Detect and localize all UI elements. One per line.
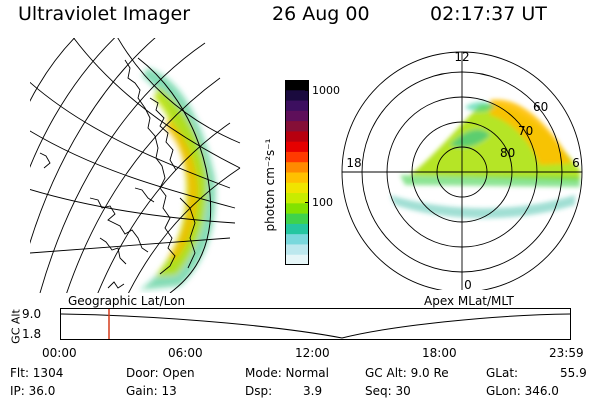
polar-grid <box>341 51 583 290</box>
colorbar-segment <box>285 193 309 204</box>
timeline-x-label-0600: 06:00 <box>168 346 203 360</box>
lat-label-80: 80 <box>500 146 515 160</box>
polar-plot: 12 18 6 0 60 70 80 <box>341 50 583 290</box>
colorbar-segment <box>285 182 309 194</box>
colorbar-segment <box>285 172 309 184</box>
colorbar-segment <box>285 213 309 225</box>
colorbar-segment <box>285 110 309 122</box>
colorbar-tick-1000 <box>305 90 309 91</box>
ip-value: IP: 36.0 <box>10 384 56 398</box>
polar-aurora <box>390 99 580 219</box>
colorbar-label-100: 100 <box>312 196 333 209</box>
mode-value: Mode: Normal <box>245 366 329 380</box>
colorbar <box>285 80 309 265</box>
colorbar-unit-label: photon cm⁻²s⁻¹ <box>263 138 277 232</box>
dsp-value: 3.9 <box>303 384 323 398</box>
timeline-y-label-low: 1.8 <box>22 327 42 341</box>
colorbar-segment <box>285 80 309 91</box>
gain-value: Gain: 13 <box>126 384 177 398</box>
timeline-x-label-1800: 18:00 <box>422 346 457 360</box>
geographic-map <box>30 38 241 293</box>
colorbar-segment <box>285 151 309 163</box>
instrument-title: Ultraviolet Imager <box>18 3 191 25</box>
colorbar-segment <box>285 234 309 245</box>
longitude-grid <box>30 38 241 254</box>
colorbar-segment <box>285 254 309 265</box>
glat-value: 55.9 <box>560 366 587 380</box>
timeline-x-label-2359: 23:59 <box>549 346 584 360</box>
globe-limb <box>137 57 212 293</box>
altitude-curve <box>60 313 571 339</box>
timeline-axis-title: GC Alt <box>9 309 23 344</box>
colorbar-segment <box>285 100 309 112</box>
colorbar-segment <box>285 244 309 256</box>
colorbar-tick-100 <box>305 202 309 203</box>
altitude-timeline <box>60 308 571 340</box>
geographic-caption: Geographic Lat/Lon <box>68 294 186 308</box>
colorbar-segment <box>285 90 309 102</box>
mlt-label-6: 6 <box>572 156 580 170</box>
coastlines <box>39 59 196 289</box>
colorbar-segment <box>285 131 309 143</box>
polar-caption: Apex MLat/MLT <box>424 294 514 308</box>
door-status: Door: Open <box>126 366 195 380</box>
colorbar-segment <box>285 162 309 173</box>
glon-value: GLon: 346.0 <box>486 384 559 398</box>
mlt-label-0: 0 <box>464 278 472 290</box>
colorbar-label-1000: 1000 <box>312 84 340 97</box>
timeline-x-label-0000: 00:00 <box>42 346 77 360</box>
timeline-y-label-high: 9.0 <box>22 307 42 321</box>
timeline-x-label-1200: 12:00 <box>295 346 330 360</box>
gc-altitude: GC Alt: 9.0 Re <box>365 366 449 380</box>
lat-label-60: 60 <box>533 100 548 114</box>
colorbar-segment <box>285 141 309 153</box>
mlt-label-12: 12 <box>454 50 469 64</box>
colorbar-segment <box>285 223 309 235</box>
dsp-label: Dsp: <box>245 384 273 398</box>
date-label: 26 Aug 00 <box>272 3 370 25</box>
glat-label: GLat: <box>486 366 519 380</box>
lat-label-70: 70 <box>518 124 533 138</box>
flight-number: Flt: 1304 <box>10 366 64 380</box>
time-label: 02:17:37 UT <box>430 3 547 25</box>
sequence-number: Seq: 30 <box>365 384 411 398</box>
colorbar-segment <box>285 121 309 132</box>
mlt-label-18: 18 <box>346 156 361 170</box>
colorbar-segment <box>285 203 309 215</box>
